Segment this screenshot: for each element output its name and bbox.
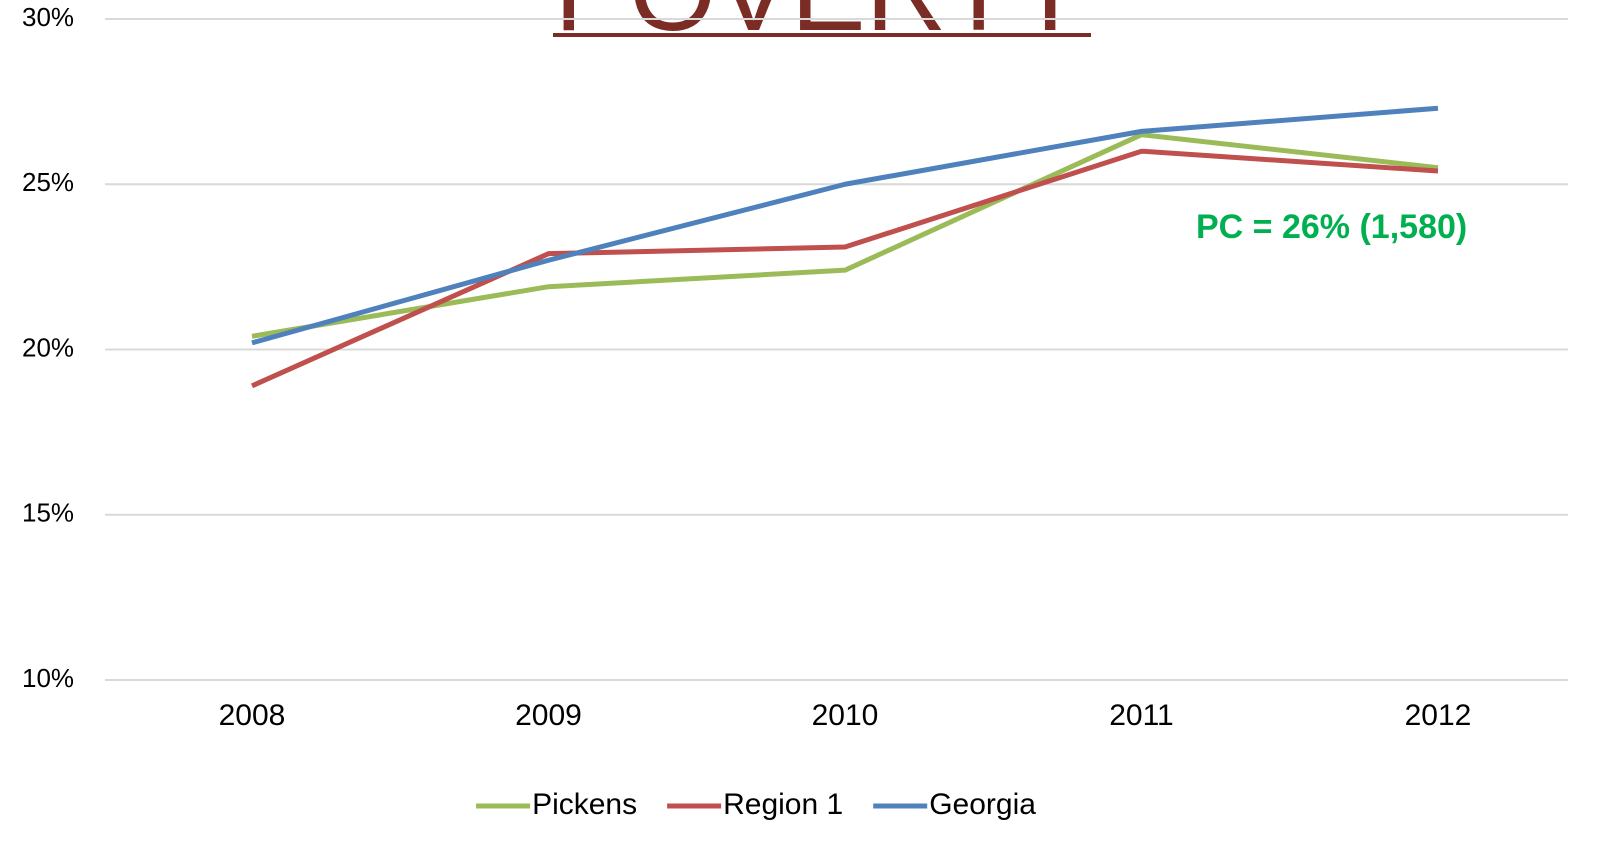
x-tick-label: 2011 (1109, 699, 1174, 732)
legend-label: Pickens (532, 788, 637, 821)
series-line (251, 132, 1439, 339)
x-tick-label: 2012 (1405, 699, 1472, 732)
series-line (251, 105, 1439, 346)
chart-title: POVERTY (554, 0, 1087, 54)
x-tick-label: 2009 (515, 699, 582, 732)
y-tick-label: 25% (22, 167, 74, 197)
y-tick-label: 30% (22, 2, 74, 32)
y-tick-label: 20% (22, 332, 74, 362)
legend-label: Georgia (929, 788, 1036, 821)
y-tick-label: 15% (22, 498, 74, 528)
x-tick-label: 2010 (812, 699, 879, 732)
annotation: PC = 26% (1,580) (1196, 208, 1467, 246)
y-tick-label: 10% (22, 663, 74, 693)
x-tick-label: 2008 (219, 699, 286, 732)
series-line (250, 148, 1439, 389)
legend-label: Region 1 (723, 788, 843, 821)
